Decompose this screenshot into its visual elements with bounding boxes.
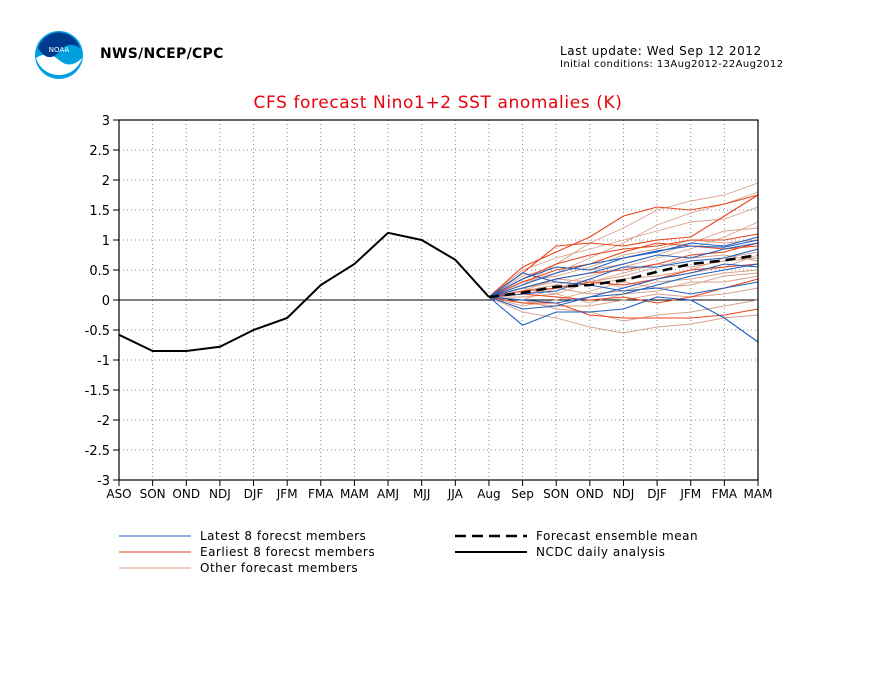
y-tick-label: -1.5 bbox=[85, 384, 110, 399]
x-tick-label: FMA bbox=[712, 487, 738, 501]
ensemble-mean-line bbox=[488, 253, 759, 299]
other-member-line bbox=[488, 206, 759, 298]
other-member-line bbox=[488, 239, 759, 298]
latest-member-line bbox=[488, 263, 759, 310]
x-tick-label: AMJ bbox=[377, 487, 399, 501]
x-tick-label: MAM bbox=[744, 487, 773, 501]
x-tick-label: OND bbox=[172, 487, 200, 501]
earliest-member-line bbox=[488, 263, 759, 298]
y-tick-label: 1 bbox=[102, 234, 110, 249]
y-tick-label: -1 bbox=[97, 354, 110, 369]
legend-label-other: Other forecast members bbox=[200, 561, 358, 575]
earliest-member-line bbox=[488, 194, 759, 298]
y-tick-label: 3 bbox=[102, 114, 110, 129]
observed-line bbox=[118, 231, 490, 352]
y-tick-label: 2 bbox=[102, 174, 110, 189]
legend-label-latest: Latest 8 forecst members bbox=[200, 529, 366, 543]
y-tick-label: -2 bbox=[97, 414, 110, 429]
earliest-member-line bbox=[488, 296, 759, 319]
x-tick-label: NDJ bbox=[613, 487, 635, 501]
latest-member-line bbox=[488, 236, 759, 298]
x-tick-label: ASO bbox=[106, 487, 131, 501]
forecast-members bbox=[488, 182, 759, 343]
earliest-member-line bbox=[488, 233, 759, 298]
latest-member-line bbox=[488, 248, 759, 298]
x-tick-label: MJJ bbox=[413, 487, 430, 501]
x-tick-label: FMA bbox=[308, 487, 334, 501]
y-tick-label: -3 bbox=[97, 474, 110, 489]
observed-layer bbox=[118, 231, 759, 352]
x-tick-label: NDJ bbox=[209, 487, 231, 501]
y-tick-label: 0.5 bbox=[89, 264, 110, 279]
latest-member-line bbox=[488, 263, 759, 304]
x-tick-label: JFM bbox=[276, 487, 298, 501]
legend-label-observed: NCDC daily analysis bbox=[536, 545, 665, 559]
x-tick-label: JFM bbox=[679, 487, 701, 501]
x-tick-label: JJA bbox=[447, 487, 464, 501]
logo-text: NOAA bbox=[49, 46, 70, 54]
last-update-label: Last update: Wed Sep 12 2012 bbox=[560, 44, 762, 58]
legend: Latest 8 forecst members Earliest 8 forec… bbox=[119, 529, 698, 575]
x-tick-label: Sep bbox=[511, 487, 534, 501]
latest-member-line bbox=[488, 272, 759, 298]
x-tick-label: DJF bbox=[244, 487, 264, 501]
legend-label-mean: Forecast ensemble mean bbox=[536, 529, 698, 543]
other-member-line bbox=[488, 191, 759, 298]
x-tick-label: DJF bbox=[647, 487, 667, 501]
y-tick-label: 0 bbox=[102, 294, 110, 309]
x-tick-label: SON bbox=[543, 487, 569, 501]
x-tick-label: OND bbox=[576, 487, 604, 501]
agency-label: NWS/NCEP/CPC bbox=[100, 46, 224, 62]
earliest-member-line bbox=[488, 194, 759, 298]
earliest-member-line bbox=[488, 242, 759, 298]
y-tick-label: -2.5 bbox=[85, 444, 110, 459]
noaa-logo: NOAA bbox=[35, 31, 83, 79]
x-tick-labels: ASO SON OND NDJ DJF JFM FMA MAM AMJ MJJ JJA Aug Sep S… bbox=[106, 480, 772, 501]
latest-member-line bbox=[488, 242, 759, 298]
grid-lines bbox=[119, 120, 758, 480]
latest-member-line bbox=[488, 296, 759, 343]
y-tick-label: -0.5 bbox=[85, 324, 110, 339]
other-member-line bbox=[488, 287, 759, 307]
y-tick-label: 1.5 bbox=[89, 204, 110, 219]
x-tick-label: MAM bbox=[340, 487, 369, 501]
other-member-line bbox=[488, 296, 759, 334]
legend-label-earliest: Earliest 8 forecst members bbox=[200, 545, 375, 559]
initial-conditions-label: Initial conditions: 13Aug2012-22Aug2012 bbox=[560, 59, 784, 70]
y-tick-label: 2.5 bbox=[89, 144, 110, 159]
other-member-line bbox=[488, 254, 759, 298]
x-tick-label: Aug bbox=[477, 487, 500, 501]
earliest-member-line bbox=[488, 278, 759, 304]
y-tick-labels: 3 2.5 2 1.5 1 0.5 0 -0.5 -1 -1.5 -2 -2.5 -3 bbox=[85, 114, 119, 489]
x-tick-label: SON bbox=[140, 487, 166, 501]
chart-title: CFS forecast Nino1+2 SST anomalies (K) bbox=[254, 93, 623, 113]
